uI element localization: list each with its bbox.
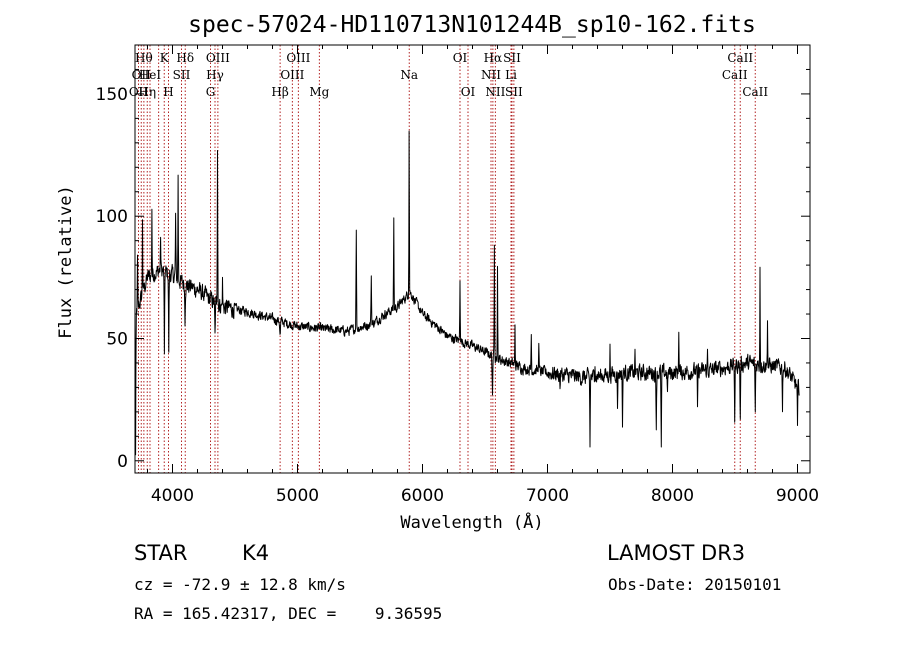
y-axis: 0 50 100 150	[96, 68, 810, 472]
line-marker-label: Hδ	[176, 51, 194, 65]
line-marker-label: Hγ	[206, 68, 224, 82]
object-class: STAR	[134, 541, 187, 565]
x-tick-label: 8000	[651, 486, 694, 506]
line-marker-label: SII	[505, 85, 523, 99]
line-marker-label: OII	[129, 85, 149, 99]
line-marker-label: Hβ	[271, 85, 288, 99]
line-marker-label: K	[160, 51, 170, 65]
object-subclass: K4	[242, 541, 269, 565]
y-tick-label: 150	[96, 85, 128, 105]
line-marker-label: Hα	[484, 51, 503, 65]
line-marker-label: SII	[503, 51, 521, 65]
x-tick-label: 5000	[276, 486, 319, 506]
line-marker-label: G	[206, 85, 216, 99]
x-tick-label: 6000	[401, 486, 444, 506]
x-tick-label: 4000	[151, 486, 194, 506]
line-marker-label: OI	[461, 85, 476, 99]
y-tick-label: 100	[96, 207, 128, 227]
line-marker-label: Li	[505, 68, 517, 82]
line-marker-label: CaII	[742, 85, 768, 99]
plot-frame	[134, 44, 811, 474]
line-marker-label: OII	[132, 68, 152, 82]
x-axis-label: Wavelength (Å)	[400, 511, 543, 533]
line-marker-label: Mg	[309, 85, 329, 99]
x-axis: 4000 5000 6000 7000 8000 9000	[147, 45, 819, 506]
line-marker-label: H	[163, 85, 173, 99]
spectrum-line	[134, 130, 800, 456]
line-marker-label: Na	[400, 68, 418, 82]
chart-title: spec-57024-HD110713N101244B_sp10-162.fit…	[188, 12, 756, 38]
x-tick-label: 9000	[776, 486, 819, 506]
line-marker-label: SII	[173, 68, 191, 82]
line-marker-label: OIII	[286, 51, 310, 65]
line-marker-label: NII	[485, 85, 505, 99]
line-marker-label: Hθ	[135, 51, 153, 65]
line-marker-label: OIII	[280, 68, 304, 82]
y-tick-label: 50	[106, 329, 128, 349]
line-marker-label: OI	[453, 51, 468, 65]
line-marker-label: Hη	[138, 85, 156, 99]
line-marker-label: OIII	[206, 51, 230, 65]
obs-date: Obs-Date: 20150101	[608, 575, 781, 594]
y-axis-label: Flux (relative)	[56, 185, 76, 339]
survey-name: LAMOST DR3	[607, 541, 745, 565]
spectrum-series	[134, 130, 800, 456]
coordinates: RA = 165.42317, DEC = 9.36595	[134, 604, 442, 623]
spectral-line-labels: OIIOIIHθHηHeIKHSIIHδGHγOIIIHβOIIIOIIIMgN…	[129, 51, 769, 99]
redshift-text: cz = -72.9 ± 12.8 km/s	[134, 575, 346, 594]
y-tick-label: 0	[117, 452, 128, 472]
info-panel: STAR K4 LAMOST DR3 cz = -72.9 ± 12.8 km/…	[134, 541, 781, 623]
line-marker-label: HeI	[139, 68, 162, 82]
line-marker-label: NII	[481, 68, 501, 82]
x-tick-label: 7000	[526, 486, 569, 506]
line-marker-label: CaII	[727, 51, 753, 65]
spectral-line-markers	[138, 45, 756, 473]
line-marker-label: CaII	[722, 68, 748, 82]
